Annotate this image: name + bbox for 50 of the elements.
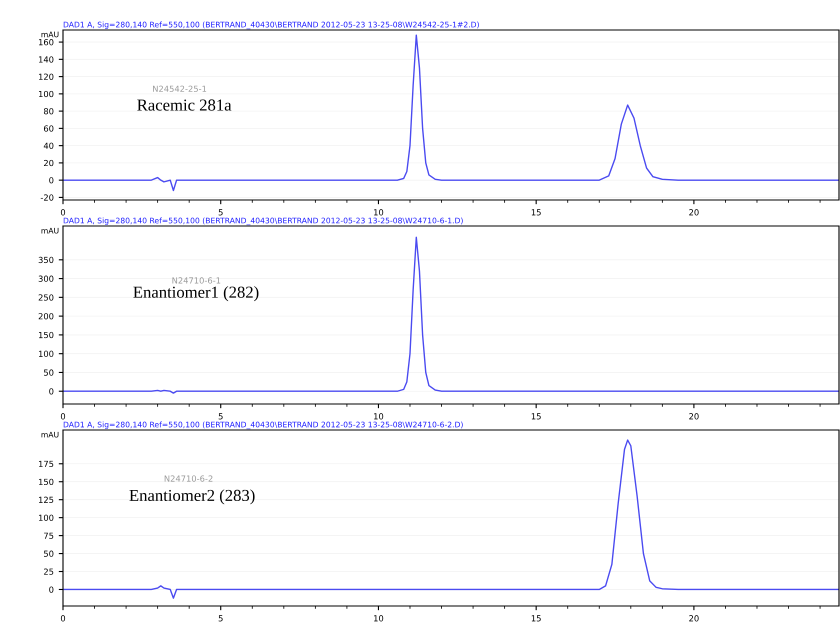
x-tick-label: 10 [374,413,384,420]
y-tick-label: 125 [38,496,54,503]
x-tick-label: 15 [532,209,541,216]
y-tick-label: 50 [44,550,54,557]
annotation: N24542-25-1 [153,86,206,92]
y-tick-label: 200 [38,313,54,320]
y-tick-label: 140 [38,56,54,63]
y-tick-label: 80 [44,108,54,114]
annotation: N24710-6-2 [164,475,212,482]
x-tick-label: 10 [374,209,384,216]
annotation: Enantiomer1 (282) [133,286,258,302]
annotation: Racemic 281a [137,99,232,111]
x-tick-label: 20 [689,413,699,420]
y-tick-label: 100 [38,514,54,521]
annotation: Enantiomer2 (283) [129,489,255,504]
y-tick-label: 150 [38,478,54,486]
x-tick-label: 0 [60,615,66,622]
y-tick-label: 25 [44,568,54,575]
x-tick-label: 5 [218,615,223,622]
y-tick-label: 150 [38,332,54,338]
y-tick-label: 100 [38,90,54,98]
y-tick-label: -20 [40,194,54,201]
y-tick-label: 160 [38,39,54,46]
x-tick-label: 5 [218,209,223,216]
y-tick-label: 100 [38,350,54,357]
x-tick-label: 20 [689,209,699,216]
annotation: N24710-6-1 [172,277,220,284]
x-tick-label: 0 [60,413,66,420]
line-series [63,439,839,599]
y-tick-label: 40 [44,142,54,149]
y-tick-label: 20 [44,160,54,166]
y-tick-label: 175 [38,460,54,468]
y-tick-label: 300 [38,276,54,282]
y-tick-label: 75 [44,532,54,539]
y-tick-label: 350 [38,256,54,264]
x-tick-label: 5 [218,413,223,420]
x-tick-label: 0 [60,209,66,216]
x-tick-label: 15 [532,615,541,622]
y-tick-label: 120 [38,74,54,80]
x-tick-label: 15 [532,413,541,420]
y-tick-label: 0 [49,586,54,593]
y-tick-label: 250 [38,294,54,301]
line-series [63,34,839,192]
x-tick-label: 10 [374,615,384,622]
y-tick-label: 0 [49,177,54,184]
line-series [63,236,839,394]
y-tick-label: 60 [44,125,54,132]
x-tick-label: 20 [689,615,699,622]
y-tick-label: 0 [49,388,54,395]
y-tick-label: 50 [44,369,54,376]
